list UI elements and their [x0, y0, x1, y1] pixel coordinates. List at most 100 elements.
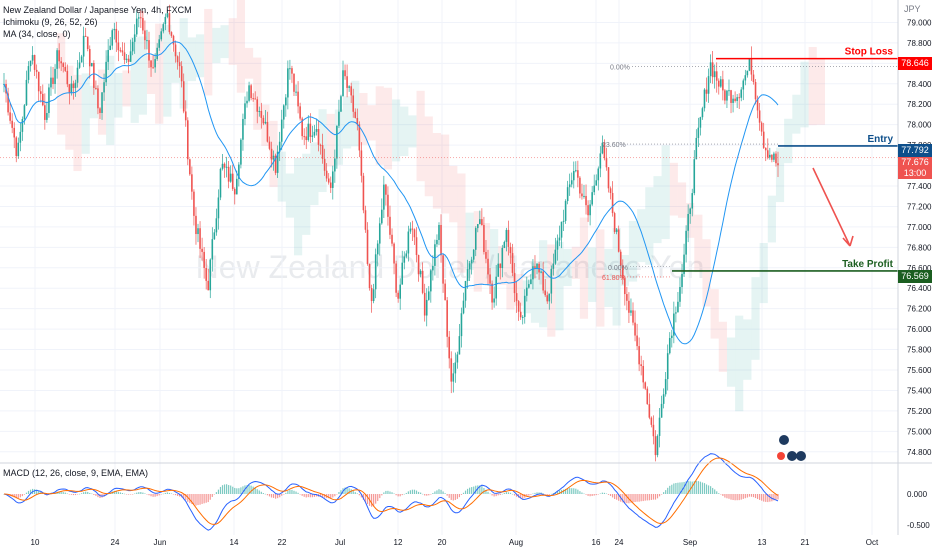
candle-body — [348, 86, 350, 88]
macd-histogram-bar — [254, 487, 256, 494]
candle-body — [219, 168, 222, 198]
candle-body — [70, 83, 73, 93]
candle-body — [111, 30, 114, 46]
candle-body — [160, 31, 163, 40]
candle-body — [297, 91, 299, 107]
candle-body — [315, 129, 318, 132]
event-icons[interactable] — [777, 435, 806, 461]
macd-histogram-bar — [513, 494, 516, 496]
candle-body — [605, 158, 608, 168]
candle-body — [726, 90, 728, 101]
macd-histogram-bar — [78, 493, 81, 495]
macd-histogram-bar — [456, 494, 458, 499]
candle-body — [37, 71, 40, 92]
candle-body — [60, 61, 62, 64]
time-axis: 10 24 Jun 14 22 Jul 12 20 Aug 16 24 Sep 13 21 Oct — [31, 538, 879, 547]
macd-histogram-bar — [211, 494, 213, 497]
macd-histogram-bar — [311, 494, 313, 498]
cloud-segment — [383, 87, 393, 170]
macd-histogram-bar — [648, 494, 650, 501]
candle-body — [489, 274, 491, 284]
macd-histogram-bar — [746, 494, 748, 498]
candle-body — [262, 117, 265, 124]
candle-body — [722, 79, 724, 91]
cloud-segment — [441, 134, 450, 214]
price-tick: 76.600 — [907, 264, 932, 273]
candle-body — [376, 243, 379, 255]
macd-histogram-bar — [68, 494, 70, 495]
macd-histogram-bar — [93, 494, 95, 495]
macd-histogram-bar — [176, 494, 179, 496]
macd-histogram-bar — [624, 494, 626, 504]
candle-body — [225, 166, 228, 168]
candle-body — [195, 215, 197, 235]
cloud-segment — [253, 57, 262, 130]
candle-body — [78, 62, 81, 68]
candle-body — [717, 80, 720, 87]
candle-body — [507, 229, 510, 247]
candle-body — [662, 394, 665, 404]
candle-body — [540, 271, 542, 273]
macd-histogram-bar — [209, 494, 211, 500]
macd-histogram-bar — [115, 491, 117, 494]
candle-body — [182, 81, 185, 112]
macd-histogram-bar — [732, 494, 734, 501]
level-label: Stop Loss — [845, 47, 894, 58]
macd-histogram-bar — [650, 494, 652, 500]
macd-histogram-bar — [38, 491, 40, 494]
macd-histogram-bar — [293, 490, 295, 494]
candle-body — [354, 111, 357, 118]
macd-histogram-bar — [189, 494, 191, 504]
macd-histogram-bar — [652, 494, 655, 500]
macd-histogram-bar — [221, 485, 224, 494]
ma-line — [3, 41, 779, 345]
macd-histogram-bar — [460, 494, 463, 495]
candle-body — [619, 251, 622, 266]
candle-body — [23, 105, 26, 120]
macd-histogram-bar — [42, 493, 44, 494]
candle-body — [364, 210, 367, 230]
candle-body — [425, 299, 428, 316]
take-profit-price-tag: 76.569 — [898, 270, 932, 283]
candle-body — [748, 58, 751, 71]
macd-histogram-bar — [295, 491, 297, 494]
macd-histogram-bar — [201, 494, 203, 504]
candle-body — [740, 89, 743, 98]
candle-body — [48, 87, 50, 114]
candle-body — [46, 113, 48, 120]
macd-histogram-bar — [544, 494, 546, 495]
candle-body — [74, 82, 77, 89]
candle-body — [374, 254, 377, 290]
macd-histogram-bar — [730, 494, 732, 500]
macd-histogram-bar — [409, 490, 412, 494]
cloud-segment — [302, 153, 311, 235]
candle-body — [174, 44, 177, 57]
macd-histogram-bar — [669, 485, 671, 494]
cloud-segment — [204, 8, 213, 96]
cloud-segment — [628, 220, 638, 282]
candle-body — [585, 195, 587, 206]
candle-body — [493, 298, 495, 303]
macd-histogram-bar — [722, 494, 724, 496]
macd-histogram-bar — [252, 486, 254, 494]
take-profit-price: 76.569 — [901, 271, 929, 281]
price-tick: 79.000 — [907, 18, 932, 27]
macd-histogram-bar — [336, 494, 338, 495]
candle-body — [91, 63, 93, 67]
macd-histogram-bar — [130, 494, 132, 495]
macd-histogram-bar — [107, 493, 109, 495]
macd-histogram-bar — [426, 494, 428, 496]
macd-histogram-bar — [127, 494, 130, 495]
macd-histogram-bar — [334, 494, 336, 497]
candle-body — [511, 253, 514, 273]
macd-histogram-bar — [203, 494, 205, 504]
legend-ichimoku: Ichimoku (9, 26, 52, 26) — [3, 17, 98, 27]
candle-body — [442, 255, 444, 284]
macd-histogram-bar — [479, 485, 481, 494]
candle-body — [570, 180, 573, 185]
candle-body — [407, 231, 410, 254]
macd-histogram-bar — [646, 494, 648, 501]
candle-body — [135, 18, 138, 35]
candle-body — [773, 153, 775, 160]
